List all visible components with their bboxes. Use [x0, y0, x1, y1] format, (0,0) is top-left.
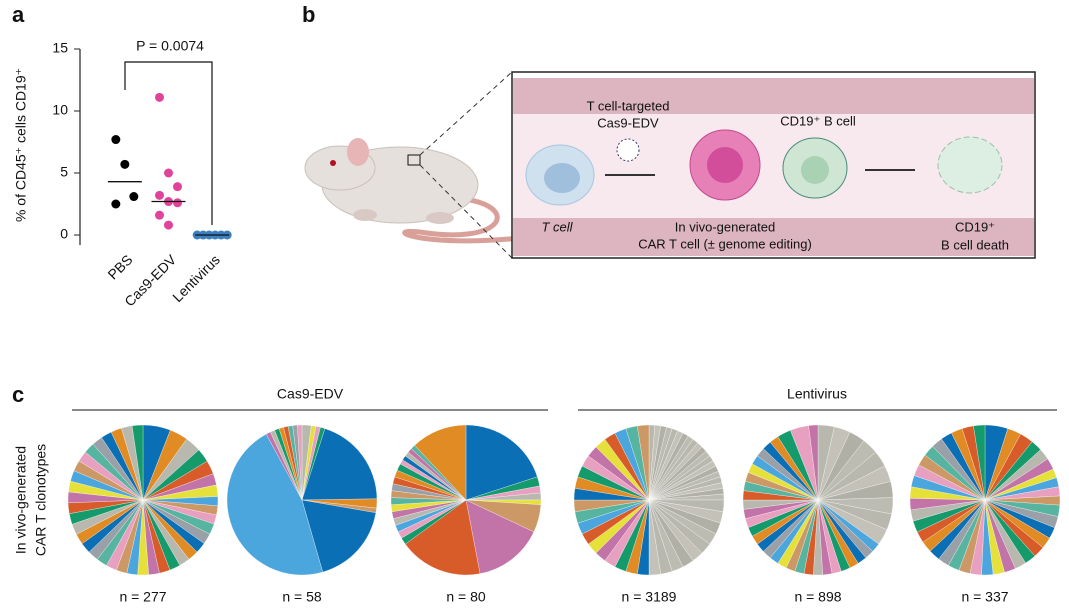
diagram-text: Cas9-EDV: [597, 115, 659, 130]
diagram-text: CD19⁺: [955, 219, 995, 234]
diagram-text: T cell: [541, 219, 573, 234]
dot: [111, 199, 121, 209]
diagram-text: B cell death: [941, 237, 1009, 252]
pie-slice: [465, 424, 538, 501]
pie-label: n = 80: [446, 589, 486, 605]
dot: [155, 92, 164, 102]
y-axis-label: % of CD45⁺ cells CD19⁺: [13, 68, 29, 222]
dot: [155, 190, 164, 200]
pie-slice: [301, 428, 378, 501]
group-label: Lentivirus: [787, 386, 847, 402]
pie-slice: [637, 424, 650, 501]
diagram-text: T cell-targeted: [587, 98, 670, 113]
x-tick-label: Lentivirus: [169, 251, 223, 305]
pie-slice: [297, 424, 303, 501]
x-tick-label: PBS: [104, 251, 135, 282]
zoom-line: [419, 71, 513, 156]
panel-label: c: [12, 382, 24, 407]
y-tick-label: 15: [52, 40, 68, 56]
y-tick-label: 10: [52, 102, 68, 118]
y-axis-label: In vivo-generated: [13, 446, 29, 554]
diagram-text: CAR T cell (± genome editing): [638, 236, 812, 251]
pie-slice: [808, 424, 819, 501]
dot: [120, 159, 130, 169]
dot: [155, 210, 164, 220]
diagram-text: In vivo-generated: [675, 219, 775, 234]
diagram-text: CD19⁺ B cell: [780, 113, 856, 128]
pie-label: n = 58: [282, 589, 322, 605]
pie-label: n = 277: [119, 589, 166, 605]
pie-label: n = 898: [794, 589, 841, 605]
dot: [164, 220, 173, 230]
zoom-line: [419, 164, 513, 259]
dot: [164, 168, 173, 178]
mouse: [304, 138, 521, 244]
y-axis-label: CAR T clonotypes: [33, 444, 49, 556]
pie-slice: [131, 424, 144, 501]
pie-label: n = 337: [961, 589, 1008, 605]
y-tick-label: 0: [60, 226, 68, 242]
panel-label: a: [12, 2, 25, 27]
pie-slice: [465, 499, 535, 574]
y-tick-label: 5: [60, 164, 68, 180]
annotation: P = 0.0074: [136, 38, 204, 54]
vessel: [511, 71, 1036, 259]
pie-slice: [973, 424, 986, 501]
dot: [111, 135, 121, 145]
bracket: [124, 61, 213, 225]
pie-slice: [226, 433, 323, 576]
dot: [173, 182, 182, 192]
group-label: Cas9-EDV: [277, 386, 344, 402]
pie-slice: [405, 499, 481, 576]
panel-label: b: [302, 2, 315, 27]
dot: [173, 198, 182, 208]
pie-slice: [301, 499, 377, 573]
pie-label: n = 3189: [622, 589, 677, 605]
dot: [129, 192, 139, 202]
